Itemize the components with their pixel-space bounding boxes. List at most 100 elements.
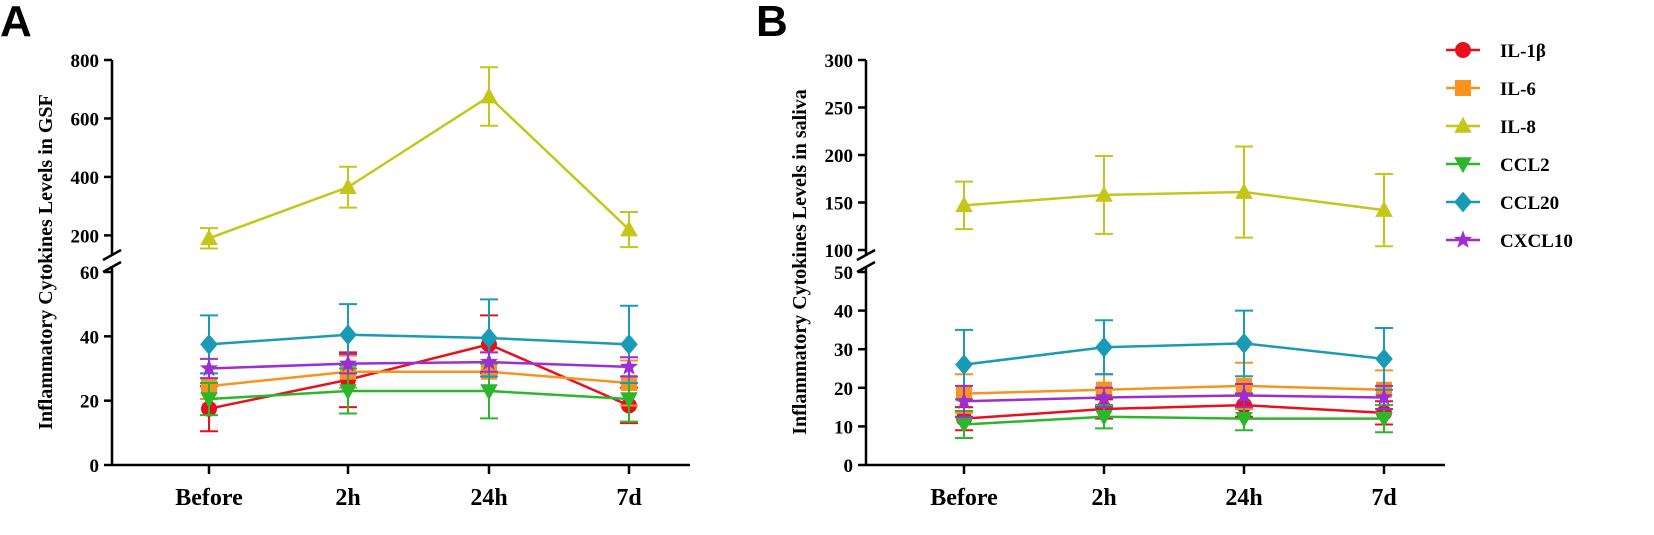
- legend-marker: [1453, 230, 1473, 248]
- legend-label: IL-1β: [1500, 41, 1546, 62]
- data-point: [1094, 387, 1114, 406]
- data-point: [1375, 200, 1393, 217]
- y-tick-label: 50: [834, 263, 853, 284]
- legend-item: CCL2: [1446, 155, 1550, 176]
- legend-label: CXCL10: [1500, 231, 1573, 252]
- series-line: [208, 370, 630, 388]
- legend-item: IL-1β: [1446, 41, 1546, 62]
- data-point: [955, 417, 973, 434]
- series-line: [963, 342, 1385, 366]
- y-tick-label: 300: [825, 51, 854, 72]
- x-tick-label: 7d: [1371, 485, 1397, 511]
- data-point: [200, 333, 218, 355]
- data-point: [339, 177, 357, 194]
- x-tick-label: 24h: [470, 485, 507, 511]
- panel-label: B: [756, 0, 788, 46]
- legend-marker: [1455, 42, 1471, 58]
- data-point: [1235, 411, 1253, 428]
- y-tick-label: 0: [90, 456, 100, 477]
- axis-break-mark: [856, 248, 876, 262]
- series-line: [208, 94, 630, 240]
- legend-marker: [1454, 116, 1472, 133]
- y-tick-label: 40: [80, 327, 99, 348]
- data-point: [338, 354, 358, 372]
- y-tick-label: 200: [71, 226, 100, 247]
- series-line: [963, 415, 1384, 426]
- data-point: [200, 229, 218, 246]
- axis-break-mark: [102, 248, 122, 262]
- data-point: [1095, 336, 1113, 358]
- data-point: [955, 196, 973, 213]
- y-tick-label: 60: [80, 263, 99, 284]
- series-line: [963, 190, 1385, 212]
- series-line: [963, 384, 1385, 395]
- data-point: [1235, 333, 1253, 354]
- x-tick-label: Before: [175, 485, 243, 511]
- panel-label: A: [0, 0, 32, 46]
- series-ccl2: [200, 362, 638, 423]
- data-point: [620, 392, 638, 409]
- series-ccl2: [955, 404, 1393, 439]
- legend-label: CCL20: [1500, 193, 1559, 214]
- data-point: [620, 333, 638, 355]
- data-point: [479, 352, 499, 370]
- data-point: [1095, 409, 1113, 426]
- series-cxcl10: [954, 382, 1394, 418]
- series-line: [208, 333, 630, 346]
- legend-marker: [1455, 80, 1471, 96]
- panel-b: B 100 150 200 250 300 0 10 20 30 40 50 Inflammatory …: [756, 0, 1445, 511]
- y-tick-label: 0: [844, 456, 854, 477]
- y-tick-label: 40: [834, 302, 853, 323]
- data-point: [619, 357, 639, 375]
- axis-break-mark: [102, 260, 122, 274]
- series-il-8: [955, 145, 1393, 248]
- y-tick-label: 30: [834, 340, 853, 361]
- data-point: [954, 391, 974, 410]
- data-point: [480, 327, 498, 349]
- legend: IL-1β IL-6 IL-8 CCL2 CCL20 CXCL10: [1446, 41, 1573, 252]
- data-point: [1234, 385, 1254, 404]
- y-tick-label: 150: [825, 194, 854, 215]
- legend-item: IL-8: [1446, 116, 1536, 138]
- legend-item: IL-6: [1446, 79, 1536, 100]
- y-tick-label: 100: [825, 241, 854, 262]
- y-tick-label: 600: [71, 109, 100, 130]
- data-point: [480, 384, 498, 401]
- panel-a: A 200 400 600 800 0 20 40 60 Inflammatory Cytokin…: [0, 0, 690, 511]
- data-point: [480, 87, 498, 104]
- data-point: [1375, 348, 1393, 370]
- y-tick-label: 400: [71, 168, 100, 189]
- x-tick-label: 2h: [1091, 485, 1116, 511]
- series-il-8: [200, 66, 638, 250]
- series-line: [963, 403, 1385, 420]
- series-line: [208, 389, 630, 401]
- legend-marker: [1454, 191, 1472, 213]
- legend-item: CCL20: [1446, 191, 1559, 214]
- y-tick-label: 10: [834, 417, 853, 438]
- y-axis-label: Inflammatory Cytokines Levels in GSF: [35, 94, 57, 430]
- data-point: [1095, 185, 1113, 202]
- legend-marker: [1454, 157, 1472, 174]
- data-point: [200, 392, 218, 409]
- series-cxcl10: [199, 351, 639, 380]
- legend-label: CCL2: [1500, 155, 1550, 176]
- data-point: [339, 324, 357, 346]
- series-line: [208, 360, 630, 370]
- x-tick-label: 7d: [616, 485, 642, 511]
- series-il-1-: [200, 314, 638, 433]
- y-tick-label: 20: [834, 379, 853, 400]
- data-point: [1375, 411, 1393, 428]
- y-tick-label: 20: [80, 392, 99, 413]
- series-ccl20: [955, 309, 1393, 401]
- legend-item: CXCL10: [1446, 230, 1573, 252]
- data-point: [955, 354, 973, 376]
- series-line: [208, 343, 630, 410]
- series-ccl20: [200, 298, 638, 384]
- series-line: [963, 394, 1385, 403]
- legend-label: IL-6: [1500, 79, 1536, 100]
- x-tick-label: 2h: [335, 485, 360, 511]
- data-point: [1374, 387, 1394, 406]
- legend-label: IL-8: [1500, 117, 1536, 138]
- axis-break-mark: [856, 260, 876, 274]
